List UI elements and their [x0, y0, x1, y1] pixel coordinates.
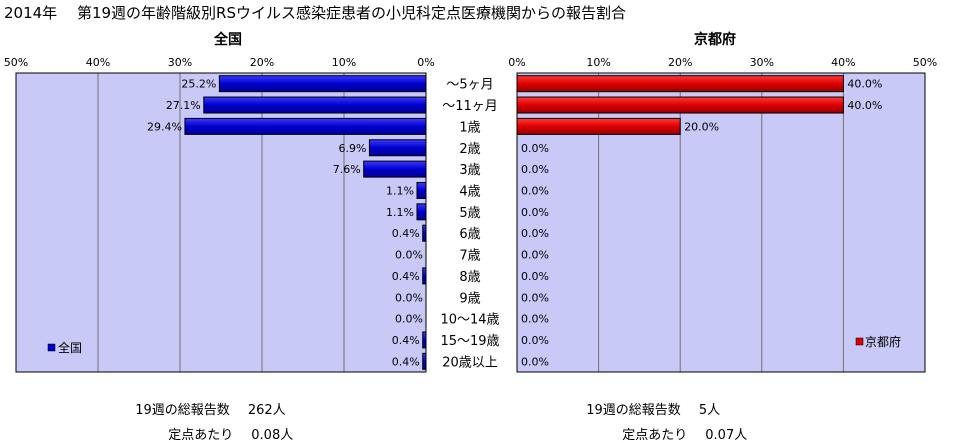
category-label: 1歳: [459, 120, 480, 135]
category-label: 20歳以上: [442, 355, 498, 370]
right-data-label: 0.0%: [521, 355, 549, 368]
right-legend-marker: [855, 337, 864, 346]
left-data-label: 0.0%: [395, 291, 423, 304]
right-per-row: 定点あたり 0.07人: [614, 409, 747, 443]
left-bar: [416, 181, 427, 199]
left-tick-label: 0%: [417, 56, 434, 69]
right-total-row: 19週の総報告数 5人: [578, 384, 720, 418]
right-tick-label: 20%: [668, 56, 692, 69]
category-label: 5歳: [459, 206, 480, 221]
right-data-label: 0.0%: [521, 249, 549, 262]
right-data-label: 0.0%: [521, 334, 549, 347]
right-bar: [516, 117, 681, 135]
right-data-label: 0.0%: [521, 163, 549, 176]
left-tick-label: 20%: [250, 56, 274, 69]
category-label: 7歳: [459, 249, 480, 264]
right-plot-border: [516, 72, 926, 373]
left-tick-label: 40%: [86, 56, 110, 69]
right-per-label: 定点あたり: [622, 428, 688, 443]
left-bar: [368, 139, 427, 157]
left-data-label: 0.0%: [395, 249, 423, 262]
left-data-label: 1.1%: [386, 206, 414, 219]
right-bar: [516, 75, 844, 93]
category-label: 2歳: [459, 142, 480, 157]
page-title: 2014年 第19週の年齢階級別RSウイルス感染症患者の小児科定点医療機関からの…: [4, 4, 626, 22]
left-data-label: 0.4%: [392, 334, 420, 347]
left-per-value: 0.08人: [251, 428, 294, 443]
left-per-row: 定点あたり 0.08人: [160, 409, 293, 443]
left-bar: [422, 331, 427, 349]
category-label: 8歳: [459, 270, 480, 285]
left-plot-border: [15, 72, 427, 373]
left-legend-marker: [47, 343, 56, 352]
category-label: 3歳: [459, 163, 480, 178]
left-bar: [416, 203, 427, 221]
right-per-value: 0.07人: [705, 428, 748, 443]
left-total-label: 19週の総報告数: [135, 403, 230, 418]
left-data-label: 25.2%: [181, 78, 216, 91]
left-bar: [422, 224, 427, 242]
category-label: 15～19歳: [440, 334, 499, 349]
right-data-label: 0.0%: [521, 291, 549, 304]
left-legend-label: 全国: [58, 340, 82, 355]
right-data-label: 20.0%: [684, 120, 719, 133]
right-data-label: 0.0%: [521, 270, 549, 283]
left-per-label: 定点あたり: [168, 428, 234, 443]
left-bar: [363, 160, 427, 178]
left-data-label: 27.1%: [166, 99, 201, 112]
left-tick-label: 30%: [168, 56, 192, 69]
left-plot-area: [16, 73, 426, 372]
left-chart-title: 全国: [213, 31, 242, 48]
category-label: ～5ヶ月: [446, 78, 493, 93]
right-tick-label: 30%: [750, 56, 774, 69]
left-data-label: 7.6%: [333, 163, 361, 176]
left-bar: [422, 267, 427, 285]
left-data-label: 0.4%: [392, 227, 420, 240]
right-tick-label: 0%: [508, 56, 525, 69]
right-bar: [516, 96, 844, 114]
right-tick-label: 50%: [913, 56, 937, 69]
left-total-value: 262人: [247, 403, 286, 418]
left-data-label: 29.4%: [147, 120, 182, 133]
right-legend-label: 京都府: [865, 334, 901, 349]
right-data-label: 40.0%: [847, 99, 882, 112]
right-data-label: 0.0%: [521, 184, 549, 197]
left-data-label: 0.4%: [392, 270, 420, 283]
category-label: 9歳: [459, 291, 480, 306]
right-data-label: 40.0%: [847, 78, 882, 91]
left-data-label: 1.1%: [386, 184, 414, 197]
category-label: 6歳: [459, 227, 480, 242]
right-tick-label: 10%: [586, 56, 610, 69]
left-total-row: 19週の総報告数 262人: [127, 384, 286, 418]
right-data-label: 0.0%: [521, 227, 549, 240]
right-chart-title: 京都府: [694, 31, 736, 48]
left-data-label: 0.4%: [392, 355, 420, 368]
category-label: ～11ヶ月: [442, 99, 498, 114]
right-tick-label: 40%: [831, 56, 855, 69]
right-data-label: 0.0%: [521, 142, 549, 155]
left-data-label: 0.0%: [395, 313, 423, 326]
right-data-label: 0.0%: [521, 313, 549, 326]
left-bar: [203, 96, 427, 114]
category-label: 10～14歳: [440, 313, 499, 328]
right-total-value: 5人: [698, 403, 721, 418]
left-data-label: 6.9%: [338, 142, 366, 155]
chart-area: 0% 10% 20% 30% 40% 50% 全国 25.2% 27.1% 29.4% 6.9% 7.…: [4, 31, 937, 373]
category-label: 4歳: [459, 184, 480, 199]
left-bar: [422, 352, 427, 370]
left-bar: [184, 117, 427, 135]
left-tick-label: 50%: [4, 56, 28, 69]
left-bar: [218, 75, 427, 93]
left-tick-label: 10%: [332, 56, 356, 69]
right-data-label: 0.0%: [521, 206, 549, 219]
right-plot-area: [517, 73, 925, 372]
right-total-label: 19週の総報告数: [586, 403, 681, 418]
